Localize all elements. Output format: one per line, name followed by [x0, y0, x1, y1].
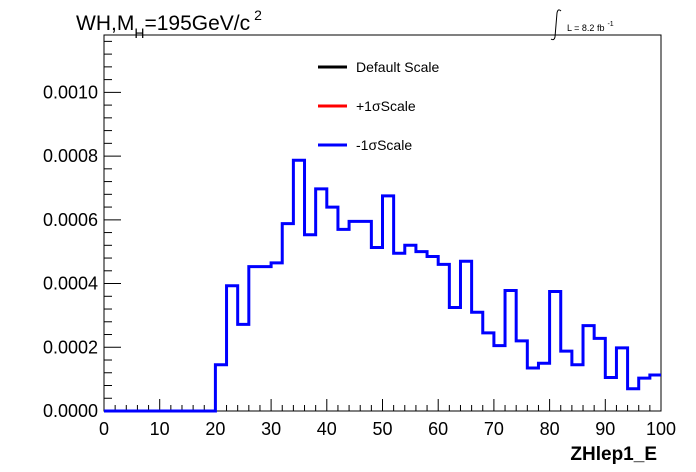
y-tick-labels: 0.0000 0.0002 0.0004 0.0006 0.0008 0.0010: [43, 82, 98, 421]
y-tick-label: 0.0008: [43, 146, 98, 166]
title-subscript: H: [134, 25, 144, 41]
luminosity-text: L = 8.2 fb: [567, 23, 604, 33]
x-tick-label: 10: [150, 419, 170, 439]
y-tick-label: 0.0002: [43, 337, 98, 357]
legend: Default Scale +1σScale -1σScale: [318, 59, 439, 153]
x-tick-label: 70: [484, 419, 504, 439]
legend-label-minus: -1σScale: [356, 137, 412, 153]
x-tick-label: 60: [428, 419, 448, 439]
x-tick-label: 40: [317, 419, 337, 439]
y-tick-label: 0.0010: [43, 82, 98, 102]
legend-label-default: Default Scale: [356, 59, 439, 75]
x-tick-label: 100: [646, 419, 676, 439]
x-tick-label: 80: [540, 419, 560, 439]
x-tick-labels: 0 10 20 30 40 50 60 70 80 90 100: [99, 419, 676, 439]
y-tick-label: 0.0000: [43, 401, 98, 421]
series-layer: [104, 158, 661, 413]
chart-title: WH,MH=195GeV/c 2: [76, 7, 262, 41]
luminosity-superscript: -1: [607, 21, 613, 28]
x-tick-label: 90: [595, 419, 615, 439]
integral-sign-icon: [550, 9, 562, 41]
x-tick-label: 30: [261, 419, 281, 439]
title-superscript: 2: [254, 7, 262, 23]
legend-label-plus: +1σScale: [356, 98, 416, 114]
title-rest: =195GeV/c: [144, 12, 250, 35]
x-tick-label: 0: [99, 419, 109, 439]
svg-text:L = 8.2 fb-1: L = 8.2 fb -1: [567, 21, 614, 33]
luminosity-label: L = 8.2 fb -1: [550, 9, 614, 41]
x-axis-label: ZHlep1_E: [570, 444, 657, 465]
y-tick-label: 0.0006: [43, 210, 98, 230]
x-tick-label: 20: [205, 419, 225, 439]
title-main: WH,M: [76, 12, 134, 35]
x-tick-label: 50: [372, 419, 392, 439]
y-tick-label: 0.0004: [43, 274, 98, 294]
axis-ticks: [103, 40, 662, 412]
series-line-0: [104, 158, 661, 413]
